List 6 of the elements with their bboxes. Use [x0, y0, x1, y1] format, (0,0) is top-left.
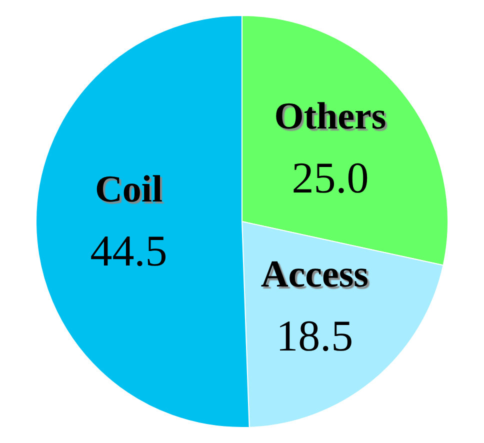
data-label: 44.5	[90, 226, 168, 276]
data-label: 18.5	[276, 311, 354, 360]
slice-label: Access	[260, 253, 368, 296]
slice-label: Others	[274, 95, 386, 138]
slice-label: Coil	[94, 168, 162, 211]
data-label: 25.0	[292, 153, 369, 202]
